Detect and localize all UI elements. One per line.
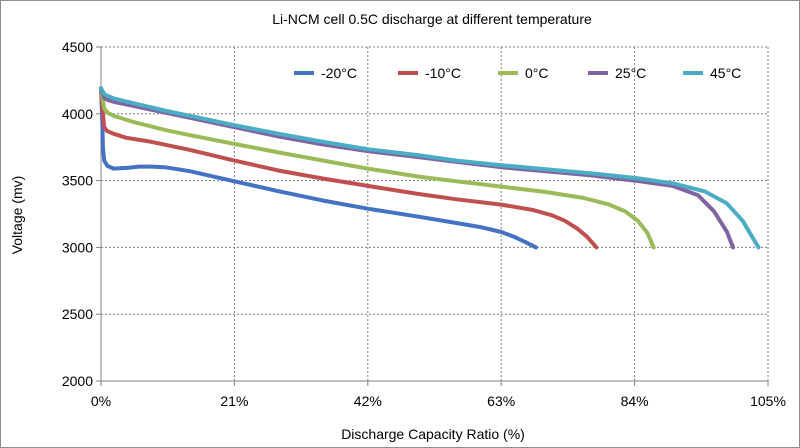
- y-tick-label: 4500: [62, 39, 93, 55]
- legend-label-0: -20°C: [321, 65, 357, 81]
- x-tick-label: 63%: [487, 393, 515, 409]
- tick-layer: 2000 2500 3000 3500 4000 4500 0% 21% 42% 63% 84% 10…: [62, 39, 786, 409]
- chart-title: Li-NCM cell 0.5C discharge at different …: [272, 11, 592, 27]
- x-tick-label: 21%: [220, 393, 248, 409]
- y-tick-label: 2000: [62, 373, 93, 389]
- legend-label-3: 25°C: [615, 65, 646, 81]
- series-line-0: [99, 86, 539, 250]
- x-axis-label: Discharge Capacity Ratio (%): [341, 426, 525, 442]
- x-tick-label: 105%: [750, 393, 786, 409]
- legend-label-2: 0°C: [525, 65, 549, 81]
- y-tick-label: 3500: [62, 173, 93, 189]
- series-layer: [99, 86, 761, 250]
- x-tick-label: 42%: [354, 393, 382, 409]
- legend-layer: -20°C -10°C 0°C 25°C 45°C: [294, 65, 741, 81]
- y-axis-label: Voltage (mv): [9, 176, 25, 255]
- series-line-4: [99, 86, 761, 250]
- legend-label-4: 45°C: [710, 65, 741, 81]
- grid-layer: [101, 46, 769, 381]
- x-tick-label: 84%: [621, 393, 649, 409]
- series-line-1: [99, 86, 599, 250]
- x-tick-label: 0%: [91, 393, 111, 409]
- series-line-2: [99, 86, 656, 250]
- legend-label-1: -10°C: [425, 65, 461, 81]
- y-tick-label: 4000: [62, 106, 93, 122]
- y-tick-label: 2500: [62, 306, 93, 322]
- y-tick-label: 3000: [62, 239, 93, 255]
